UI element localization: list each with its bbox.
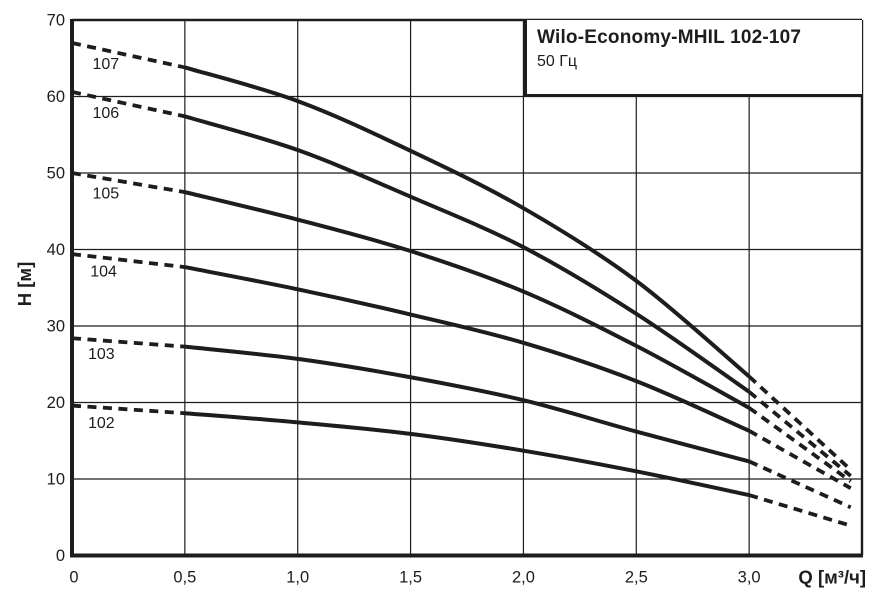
- curve-104-dashed-head: [71, 252, 186, 269]
- y-tick-label: 70: [47, 12, 65, 30]
- curve-102: [184, 411, 750, 498]
- x-axis-label: Q [м³/ч]: [798, 567, 866, 588]
- y-tick-label: 50: [47, 165, 65, 183]
- chart-frequency-label: 50 Гц: [537, 52, 578, 70]
- y-tick-label: 60: [47, 88, 65, 106]
- curve-label-104: 104: [90, 263, 117, 280]
- curve-label-105: 105: [93, 185, 120, 202]
- curve-107-dashed-tail: [747, 375, 852, 472]
- curve-105: [184, 190, 751, 410]
- curve-102-dashed-tail: [748, 493, 852, 528]
- y-tick-label: 20: [47, 394, 65, 412]
- curve-106-dashed-head: [71, 90, 186, 119]
- y-tick-label: 10: [47, 471, 65, 489]
- x-tick-label: 0,5: [173, 569, 196, 587]
- curve-104: [184, 265, 750, 433]
- curve-105-dashed-tail: [748, 406, 852, 483]
- curve-label-107: 107: [93, 56, 120, 73]
- chart-legend-box: Wilo-Economy-MHIL 102-107 50 Гц: [523, 20, 862, 97]
- curve-102-dashed-head: [71, 403, 185, 416]
- curve-103-dashed-tail: [748, 459, 852, 510]
- x-tick-label: 0: [69, 569, 78, 587]
- x-tick-label: 1,0: [286, 569, 309, 587]
- curve-label-103: 103: [88, 346, 115, 363]
- curve-103-dashed-head: [71, 336, 185, 349]
- y-tick-label: 0: [56, 547, 65, 565]
- y-axis-label: H [м]: [14, 262, 35, 307]
- curve-105-dashed-head: [71, 171, 186, 194]
- curve-106: [184, 114, 751, 394]
- curve-label-106: 106: [93, 105, 120, 122]
- x-tick-label: 2,5: [625, 569, 648, 587]
- x-tick-label: 2,0: [512, 569, 535, 587]
- y-tick-label: 30: [47, 318, 65, 336]
- curve-107-dashed-head: [71, 41, 186, 70]
- curve-106-dashed-tail: [747, 390, 852, 478]
- curve-label-102: 102: [88, 415, 115, 432]
- x-tick-label: 3,0: [738, 569, 761, 587]
- x-tick-label: 1,5: [399, 569, 422, 587]
- curve-107: [184, 65, 751, 379]
- y-tick-label: 40: [47, 241, 65, 259]
- chart-title: Wilo-Economy-MHIL 102-107: [537, 27, 802, 48]
- curve-104-dashed-tail: [748, 429, 852, 490]
- curve-103: [184, 344, 750, 464]
